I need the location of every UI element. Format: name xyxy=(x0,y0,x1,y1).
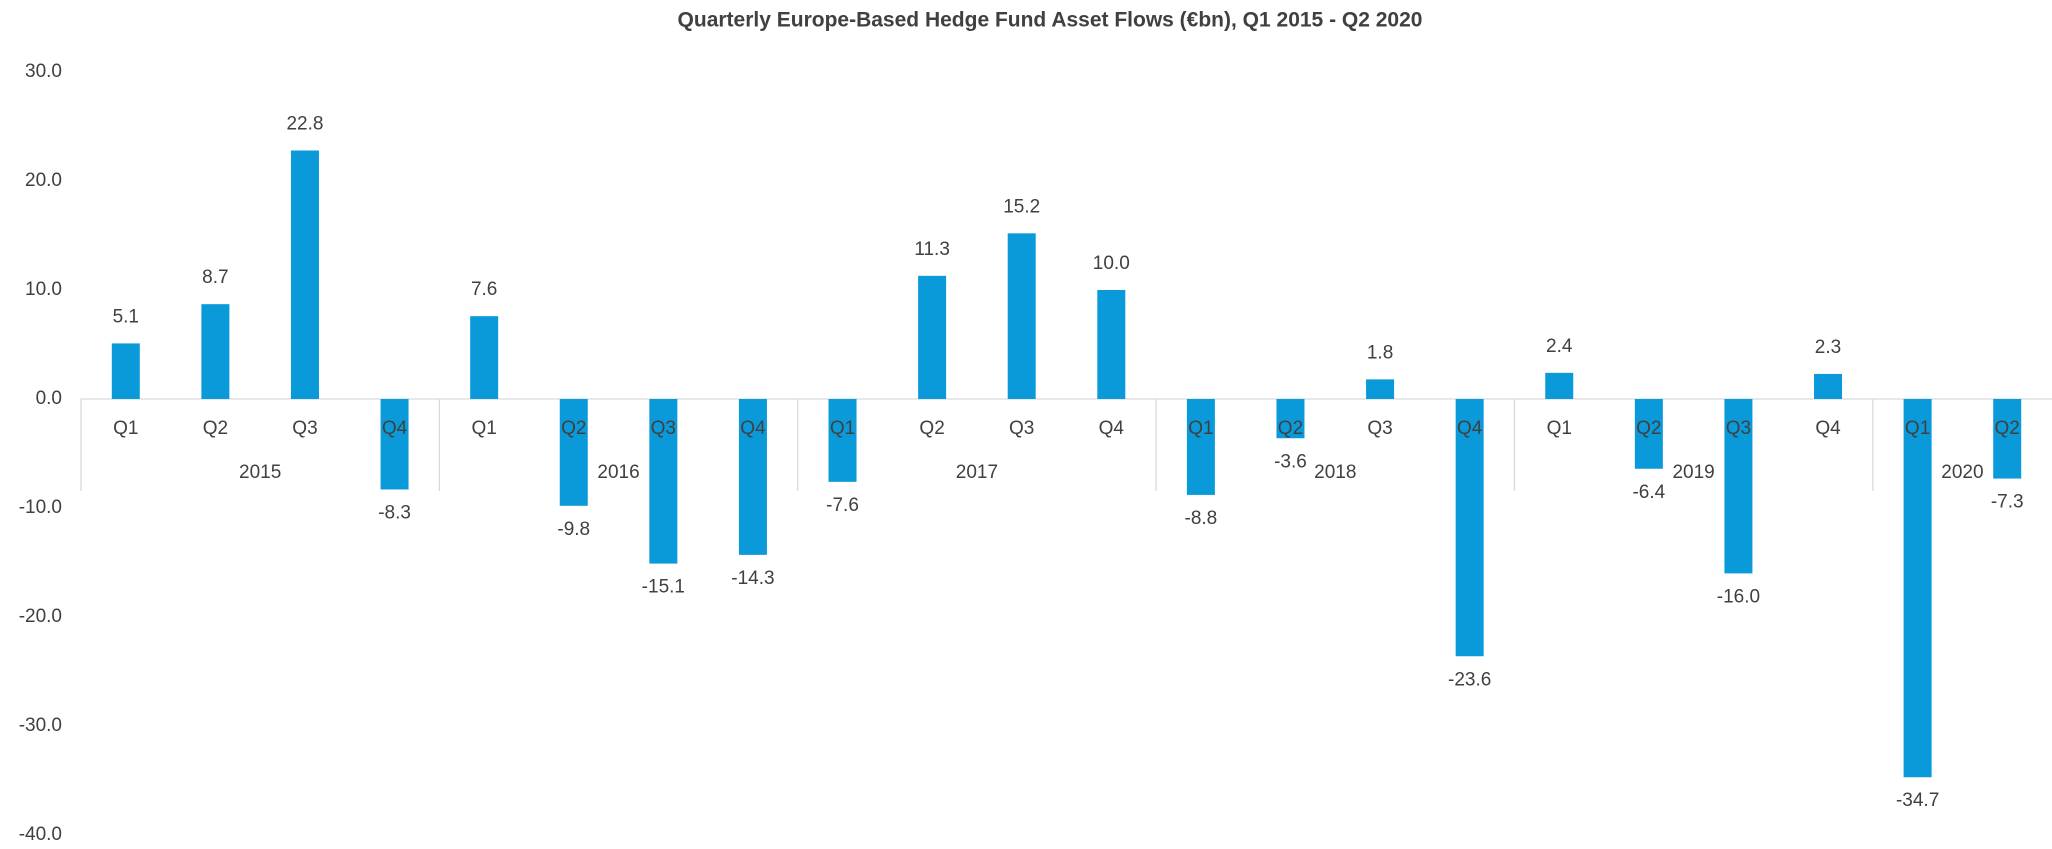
bar xyxy=(1814,373,1843,399)
value-label: -3.6 xyxy=(1274,451,1307,472)
x-tick-label: Q4 xyxy=(382,418,408,439)
y-tick-label: -20.0 xyxy=(19,606,62,627)
bar xyxy=(1097,290,1126,399)
y-tick-label: 0.0 xyxy=(36,388,62,409)
bar xyxy=(380,399,409,490)
value-label: 2.4 xyxy=(1546,336,1573,357)
y-tick-label: -30.0 xyxy=(19,715,62,736)
value-label: 11.3 xyxy=(914,239,950,260)
x-tick-label: Q4 xyxy=(740,418,766,439)
value-label: 7.6 xyxy=(471,279,497,300)
value-label: -16.0 xyxy=(1717,586,1760,607)
bar xyxy=(1724,399,1753,574)
value-label: -14.3 xyxy=(731,568,774,589)
x-tick-label: Q3 xyxy=(1367,418,1392,439)
x-tick-label: Q3 xyxy=(1009,418,1034,439)
x-tick-label: Q2 xyxy=(1278,418,1303,439)
x-tick-label: Q1 xyxy=(471,418,496,439)
value-label: 10.0 xyxy=(1093,253,1130,274)
value-label: -9.8 xyxy=(557,519,590,540)
value-label: 22.8 xyxy=(286,113,323,134)
bar xyxy=(1366,379,1395,399)
value-label: -8.8 xyxy=(1185,508,1218,529)
bar xyxy=(470,316,499,399)
bar xyxy=(738,399,767,555)
bar xyxy=(1634,399,1663,469)
bar xyxy=(828,399,857,482)
x-tick-label: Q2 xyxy=(1995,418,2020,439)
bar xyxy=(1007,233,1036,399)
value-label: -23.6 xyxy=(1448,669,1491,690)
group-label: 2019 xyxy=(1672,462,1714,483)
x-tick-label: Q2 xyxy=(561,418,586,439)
group-label: 2018 xyxy=(1314,462,1356,483)
group-label: 2020 xyxy=(1941,462,1983,483)
x-tick-label: Q4 xyxy=(1099,418,1125,439)
x-tick-label: Q2 xyxy=(203,418,228,439)
x-tick-label: Q4 xyxy=(1457,418,1483,439)
bar xyxy=(201,304,230,399)
x-tick-label: Q3 xyxy=(651,418,676,439)
value-label: -15.1 xyxy=(642,577,685,598)
x-tick-label: Q2 xyxy=(919,418,944,439)
bar xyxy=(559,399,588,506)
x-tick-label: Q1 xyxy=(113,418,138,439)
chart-title: Quarterly Europe-Based Hedge Fund Asset … xyxy=(678,9,1423,32)
value-label: -6.4 xyxy=(1632,482,1665,503)
bar xyxy=(1545,372,1574,399)
value-label: 5.1 xyxy=(113,306,139,327)
y-tick-label: -40.0 xyxy=(19,824,62,845)
x-tick-label: Q1 xyxy=(1905,418,1930,439)
bar xyxy=(918,275,947,399)
value-label: -7.3 xyxy=(1991,492,2024,513)
group-label: 2016 xyxy=(597,462,639,483)
value-label: 1.8 xyxy=(1367,342,1393,363)
bar xyxy=(1903,399,1932,778)
x-tick-label: Q1 xyxy=(830,418,855,439)
value-label: 15.2 xyxy=(1003,196,1040,217)
x-tick-label: Q1 xyxy=(1547,418,1572,439)
group-label: 2015 xyxy=(239,462,281,483)
y-tick-label: 20.0 xyxy=(25,170,62,191)
bar xyxy=(1993,399,2022,479)
y-tick-label: 10.0 xyxy=(25,279,62,300)
x-tick-label: Q1 xyxy=(1188,418,1213,439)
x-tick-label: Q3 xyxy=(1726,418,1751,439)
y-tick-label: 30.0 xyxy=(25,61,62,82)
value-label: 2.3 xyxy=(1815,337,1841,358)
value-label: -34.7 xyxy=(1896,790,1939,811)
bar xyxy=(290,150,319,399)
x-tick-label: Q3 xyxy=(292,418,317,439)
bar xyxy=(111,343,140,399)
bar xyxy=(1455,399,1484,657)
y-tick-label: -10.0 xyxy=(19,497,62,518)
value-label: 8.7 xyxy=(202,267,228,288)
x-tick-label: Q2 xyxy=(1636,418,1661,439)
bar xyxy=(649,399,678,564)
value-label: -7.6 xyxy=(826,495,859,516)
bar xyxy=(1186,399,1215,495)
bar xyxy=(1276,399,1305,439)
group-label: 2017 xyxy=(956,462,998,483)
value-label: -8.3 xyxy=(378,502,411,523)
x-tick-label: Q4 xyxy=(1815,418,1841,439)
